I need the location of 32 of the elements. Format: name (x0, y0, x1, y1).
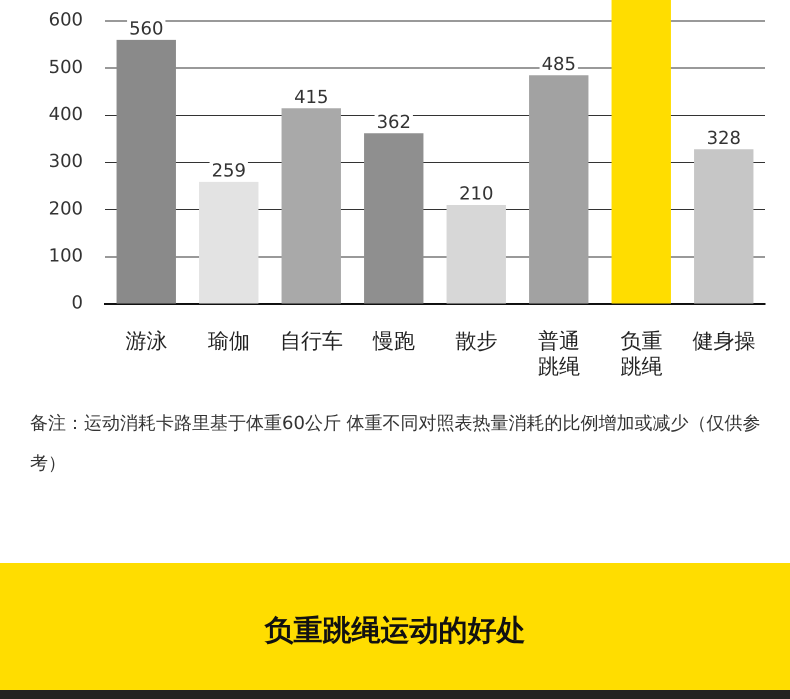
data-label: 328 (706, 128, 741, 149)
data-label: 485 (542, 54, 576, 75)
y-tick-label: 500 (48, 56, 83, 78)
x-tick-label: 负重跳绳 (620, 329, 662, 378)
x-tick-label: 瑜伽 (208, 329, 250, 354)
bar (364, 133, 424, 304)
y-tick-label: 100 (48, 246, 83, 267)
bar (529, 75, 588, 304)
x-tick-label: 慢跑 (372, 329, 415, 354)
y-tick-label: 200 (48, 198, 83, 220)
bar (116, 40, 176, 304)
data-label: 560 (129, 18, 164, 40)
text: 负重跳绳运动的好处 (263, 612, 526, 649)
bar (694, 149, 754, 304)
y-tick-label: 300 (48, 151, 83, 172)
x-tick-label: 游泳 (125, 329, 168, 354)
bar (282, 108, 341, 304)
x-tick-label: 散步 (455, 329, 498, 354)
data-label: 362 (376, 112, 411, 133)
x-tick-label: 自行车 (280, 329, 343, 354)
y-tick-label: 0 (72, 292, 83, 314)
data-label: 259 (212, 160, 246, 182)
y-tick-label: 600 (48, 10, 83, 31)
data-label: 415 (294, 86, 328, 108)
bar (199, 182, 258, 304)
bar (612, 0, 671, 304)
data-label: 210 (459, 184, 494, 205)
x-tick-label: 健身操 (692, 329, 756, 354)
bar (446, 204, 506, 304)
y-tick-label: 400 (48, 104, 83, 126)
x-tick-label: 普通跳绳 (538, 329, 580, 378)
text: 备注：运动消耗卡路里基于体重60公斤 体重不同对照表热量消耗的比例增加或减少（仅供参考） (30, 412, 762, 476)
